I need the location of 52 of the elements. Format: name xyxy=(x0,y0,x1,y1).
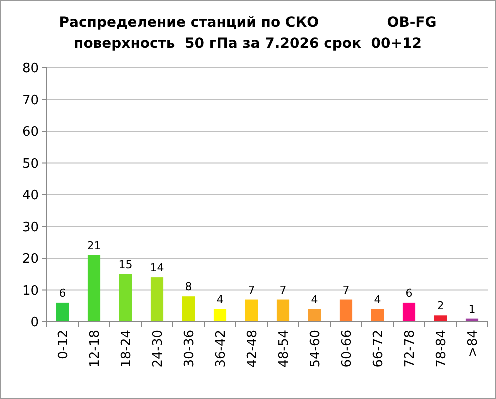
y-tick-label: 40 xyxy=(22,188,39,204)
y-tick-label: 80 xyxy=(22,62,39,77)
x-tick-label: 78-84 xyxy=(434,330,450,368)
x-tick-label: >84 xyxy=(466,330,481,358)
data-label: 4 xyxy=(216,293,224,306)
y-tick-label: 70 xyxy=(22,93,39,108)
bar xyxy=(56,302,70,322)
data-label: 7 xyxy=(280,284,287,297)
data-label: 6 xyxy=(406,286,413,300)
data-label: 1 xyxy=(468,302,476,316)
bar xyxy=(340,300,353,322)
data-label: 7 xyxy=(248,284,256,297)
bar xyxy=(371,309,384,322)
y-tick-label: 10 xyxy=(22,284,39,299)
bar xyxy=(150,278,164,322)
y-tick-label: 30 xyxy=(22,220,39,236)
data-label: 2 xyxy=(437,300,444,313)
x-tick-label: 48-54 xyxy=(276,330,292,368)
x-tick-label: 24-30 xyxy=(150,330,166,368)
data-label: 4 xyxy=(374,293,382,306)
data-label: 8 xyxy=(185,280,192,294)
x-tick-label: 30-36 xyxy=(182,330,198,368)
data-label: 15 xyxy=(118,258,133,272)
x-tick-label: 18-24 xyxy=(119,330,134,368)
y-tick-label: 50 xyxy=(22,156,39,172)
x-tick-label: 60-66 xyxy=(340,330,355,368)
data-label: 7 xyxy=(342,284,350,297)
x-tick-label: 66-72 xyxy=(371,330,386,368)
bar xyxy=(308,309,322,322)
bar xyxy=(276,300,290,322)
bar xyxy=(214,309,227,322)
bar xyxy=(182,296,196,322)
y-tick-label: 0 xyxy=(30,316,39,331)
x-tick-label: 72-78 xyxy=(402,330,418,368)
bar xyxy=(88,255,101,322)
bar xyxy=(402,302,416,322)
data-label: 21 xyxy=(87,239,102,252)
bar xyxy=(119,274,132,322)
data-label: 4 xyxy=(311,293,318,306)
y-tick-label: 20 xyxy=(22,252,39,268)
x-tick-label: 12-18 xyxy=(88,330,103,368)
data-label: 14 xyxy=(150,262,164,275)
x-tick-label: 42-48 xyxy=(245,330,260,368)
bar xyxy=(245,300,258,322)
bar xyxy=(434,316,448,322)
data-label: 6 xyxy=(59,286,66,300)
chart-subtitle: поверхность 50 гПа за 7.2026 срок 00+12 xyxy=(74,36,422,52)
y-tick-label: 60 xyxy=(22,125,39,140)
x-tick-label: 54-60 xyxy=(308,330,324,368)
chart-title: Распределение станций по СКО OB-FG xyxy=(59,15,437,31)
x-tick-label: 0-12 xyxy=(56,330,72,360)
x-tick-label: 36-42 xyxy=(214,330,229,368)
